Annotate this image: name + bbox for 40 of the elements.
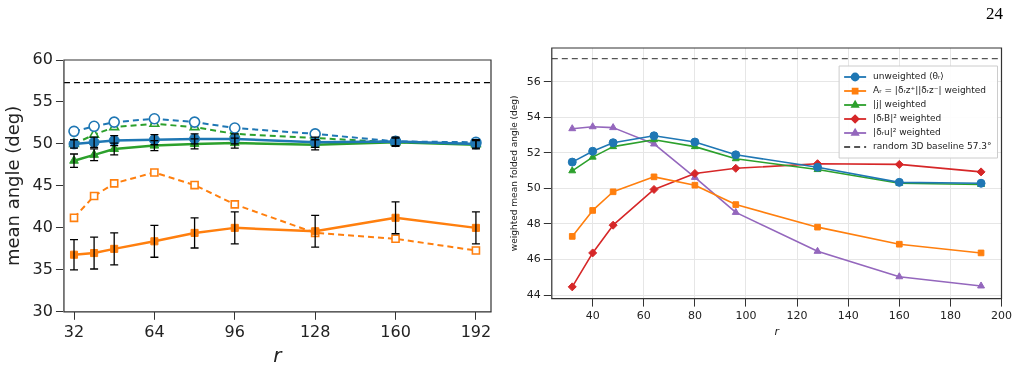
text: 24 bbox=[986, 4, 1003, 24]
x-tick-label: 140 bbox=[837, 309, 859, 323]
legend-label: |δᵣB|² weighted bbox=[873, 113, 942, 124]
y-tick-label: 46 bbox=[526, 252, 541, 266]
legend-label: unweighted ⟨θᵣ⟩ bbox=[873, 71, 944, 82]
x-tick-label: 192 bbox=[460, 321, 492, 341]
x-axis-title: r bbox=[774, 325, 781, 339]
x-tick-label: 32 bbox=[63, 321, 85, 341]
y-tick-label: 48 bbox=[526, 216, 541, 230]
x-tick-label: 128 bbox=[299, 321, 331, 341]
y-tick-label: 52 bbox=[526, 145, 541, 159]
y-tick-label: 56 bbox=[526, 74, 541, 88]
x-tick-label: 60 bbox=[636, 309, 651, 323]
y-tick-label: 35 bbox=[32, 258, 53, 278]
y-tick-label: 30 bbox=[32, 300, 53, 320]
y-tick-label: 54 bbox=[526, 110, 541, 124]
x-axis-title: r bbox=[273, 343, 284, 368]
x-tick-label: 100 bbox=[735, 309, 757, 323]
x-tick-label: 160 bbox=[380, 321, 411, 341]
x-tick-label: 180 bbox=[939, 309, 961, 323]
legend-label: |j| weighted bbox=[873, 99, 927, 110]
x-tick-label: 40 bbox=[585, 309, 600, 323]
y-tick-label: 40 bbox=[32, 217, 53, 237]
y-tick-label: 44 bbox=[526, 287, 541, 301]
y-tick-label: 60 bbox=[32, 49, 53, 69]
y-tick-label: 45 bbox=[32, 175, 53, 195]
x-tick-label: 120 bbox=[786, 309, 808, 323]
x-tick-label: 160 bbox=[888, 309, 910, 323]
legend-label: Aᵣ = |δᵣz⁺||δᵣz⁻| weighted bbox=[873, 85, 987, 96]
x-tick-label: 64 bbox=[144, 321, 165, 341]
y-axis-title: mean angle (deg) bbox=[2, 105, 24, 267]
legend-label: |δᵣu|² weighted bbox=[873, 127, 941, 138]
y-tick-label: 50 bbox=[32, 133, 53, 153]
y-tick-label: 55 bbox=[32, 91, 53, 111]
x-tick-label: 80 bbox=[687, 309, 702, 323]
x-tick-label: 96 bbox=[224, 321, 245, 341]
legend-label: random 3D baseline 57.3° bbox=[873, 141, 992, 152]
y-axis-title: weighted mean folded angle (deg) bbox=[508, 95, 519, 252]
y-tick-label: 50 bbox=[526, 181, 541, 195]
x-tick-label: 200 bbox=[991, 309, 1012, 323]
